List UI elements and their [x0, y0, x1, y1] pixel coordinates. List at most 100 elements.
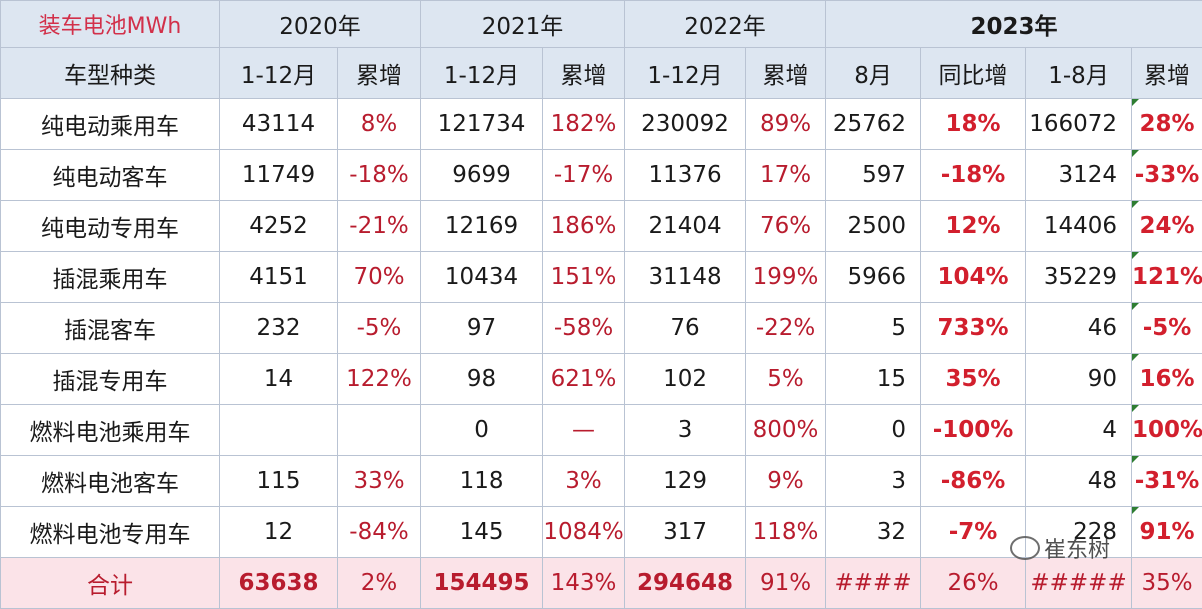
cell-2022-cum: -22% — [746, 303, 826, 354]
total-label: 合计 — [1, 558, 220, 609]
cell-2021: 97 — [421, 303, 543, 354]
cell-2020: 115 — [220, 456, 338, 507]
cell-2023-aug: 5 — [826, 303, 921, 354]
year-2022: 2022年 — [625, 1, 826, 48]
total-2022-cum: 91% — [746, 558, 826, 609]
cell-2023-yoy: 104% — [921, 252, 1026, 303]
cell-2022-cum: 199% — [746, 252, 826, 303]
cell-2021-cum: 621% — [543, 354, 625, 405]
cell-2023-yoy: 35% — [921, 354, 1026, 405]
cell-2021: 0 — [421, 405, 543, 456]
cell-2023-aug: 3 — [826, 456, 921, 507]
cell-2020 — [220, 405, 338, 456]
corner-cell: 装车电池MWh — [1, 1, 220, 48]
cell-2020-cum: -84% — [338, 507, 421, 558]
cell-2023-cum: 16% — [1132, 354, 1202, 405]
cell-2021: 121734 — [421, 99, 543, 150]
cell-2023-cum: 28% — [1132, 99, 1202, 150]
cell-2021-cum: 151% — [543, 252, 625, 303]
year-2021: 2021年 — [421, 1, 625, 48]
cell-2020: 11749 — [220, 150, 338, 201]
cell-2020-cum: 122% — [338, 354, 421, 405]
cell-2023-yoy: -86% — [921, 456, 1026, 507]
cell-2023-yoy: 733% — [921, 303, 1026, 354]
cell-2023-cum: 91% — [1132, 507, 1202, 558]
col-2020-1-12: 1-12月 — [220, 48, 338, 99]
cell-2022-cum: 118% — [746, 507, 826, 558]
vehicle-type: 燃料电池客车 — [1, 456, 220, 507]
cell-2023-cum: -5% — [1132, 303, 1202, 354]
cell-2021: 98 — [421, 354, 543, 405]
cell-2020-cum: 70% — [338, 252, 421, 303]
vehicle-type: 燃料电池专用车 — [1, 507, 220, 558]
cell-2020-cum: -18% — [338, 150, 421, 201]
cell-2023-aug: 5966 — [826, 252, 921, 303]
total-row: 合计 63638 2% 154495 143% 294648 91% #### … — [1, 558, 1202, 609]
cell-2023-yoy: -100% — [921, 405, 1026, 456]
total-2022: 294648 — [625, 558, 746, 609]
cell-2021-cum: 186% — [543, 201, 625, 252]
wechat-icon — [1010, 536, 1040, 560]
cell-2023-cum: -33% — [1132, 150, 1202, 201]
cell-2022: 3 — [625, 405, 746, 456]
cell-2021-cum: -17% — [543, 150, 625, 201]
cell-2020-cum: -21% — [338, 201, 421, 252]
cell-2022: 21404 — [625, 201, 746, 252]
vehicle-type: 插混乘用车 — [1, 252, 220, 303]
total-2021: 154495 — [421, 558, 543, 609]
cell-2021: 10434 — [421, 252, 543, 303]
cell-2022-cum: 9% — [746, 456, 826, 507]
col-2021-1-12: 1-12月 — [421, 48, 543, 99]
total-2023-cum: 35% — [1132, 558, 1202, 609]
cell-2021-cum: -58% — [543, 303, 625, 354]
vehicle-type: 燃料电池乘用车 — [1, 405, 220, 456]
vehicle-type: 纯电动客车 — [1, 150, 220, 201]
watermark: 崔东树 — [1010, 532, 1110, 564]
cell-2021-cum: 182% — [543, 99, 625, 150]
cell-2020: 43114 — [220, 99, 338, 150]
cell-2023-aug: 25762 — [826, 99, 921, 150]
cell-2023-aug: 0 — [826, 405, 921, 456]
cell-2023-yoy: -18% — [921, 150, 1026, 201]
cell-2021: 118 — [421, 456, 543, 507]
watermark-text: 崔东树 — [1044, 532, 1110, 564]
cell-2021-cum: 1084% — [543, 507, 625, 558]
header-row-columns: 车型种类 1-12月 累增 1-12月 累增 1-12月 累增 8月 同比增 1… — [1, 48, 1202, 99]
cell-2021-cum: 3% — [543, 456, 625, 507]
col-2023-aug: 8月 — [826, 48, 921, 99]
cell-2022-cum: 5% — [746, 354, 826, 405]
total-2020: 63638 — [220, 558, 338, 609]
header-row-years: 装车电池MWh 2020年 2021年 2022年 2023年 — [1, 1, 1202, 48]
cell-2023-aug: 597 — [826, 150, 921, 201]
year-2023: 2023年 — [826, 1, 1202, 48]
cell-2023-yoy: 12% — [921, 201, 1026, 252]
cell-2023-yoy: 18% — [921, 99, 1026, 150]
cell-2022-cum: 17% — [746, 150, 826, 201]
col-2020-cum: 累增 — [338, 48, 421, 99]
cell-2021: 9699 — [421, 150, 543, 201]
cell-2021: 12169 — [421, 201, 543, 252]
total-2023-1-8: ##### — [1026, 558, 1132, 609]
vehicle-type: 插混专用车 — [1, 354, 220, 405]
year-2020: 2020年 — [220, 1, 421, 48]
vehicle-type: 纯电动专用车 — [1, 201, 220, 252]
col-2022-cum: 累增 — [746, 48, 826, 99]
total-2023-aug: #### — [826, 558, 921, 609]
cell-2023-1-8: 90 — [1026, 354, 1132, 405]
cell-2022: 11376 — [625, 150, 746, 201]
cell-2023-aug: 2500 — [826, 201, 921, 252]
cell-2023-1-8: 3124 — [1026, 150, 1132, 201]
col-2021-cum: 累增 — [543, 48, 625, 99]
cell-2022: 129 — [625, 456, 746, 507]
cell-2023-cum: 121% — [1132, 252, 1202, 303]
vehicle-type: 纯电动乘用车 — [1, 99, 220, 150]
total-2020-cum: 2% — [338, 558, 421, 609]
cell-2022-cum: 800% — [746, 405, 826, 456]
total-2023-yoy: 26% — [921, 558, 1026, 609]
cell-2020-cum: 8% — [338, 99, 421, 150]
